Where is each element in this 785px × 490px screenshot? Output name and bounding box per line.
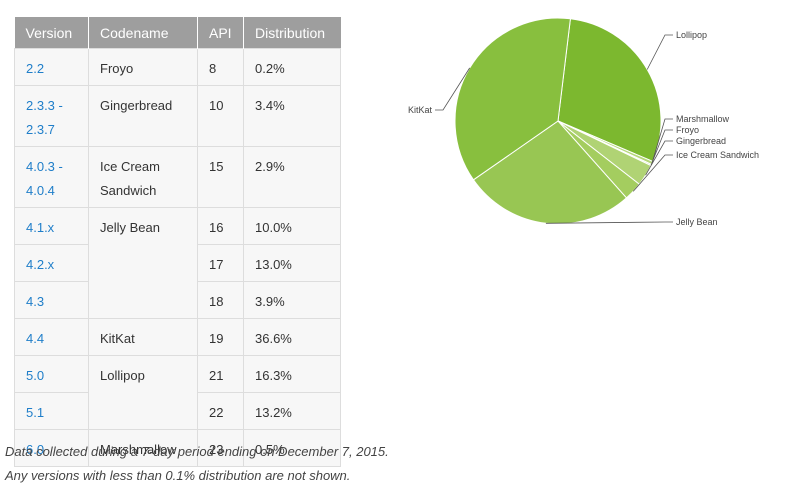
header-distribution: Distribution [243, 17, 341, 49]
pie-leader-line-kitkat [435, 67, 471, 111]
distribution-cell: 2.9% [243, 146, 341, 208]
api-cell: 22 [197, 392, 244, 430]
distribution-cell: 13.2% [243, 392, 341, 430]
api-cell: 21 [197, 355, 244, 393]
distribution-cell: 13.0% [243, 244, 341, 282]
pie-label-marshmallow: Marshmallow [676, 114, 730, 124]
pie-label-gingerbread: Gingerbread [676, 136, 726, 146]
version-link[interactable]: 4.2.x [14, 244, 89, 282]
table-row: 4.2.x 17 13.0% [14, 244, 341, 282]
table-row: 2.2 Froyo 8 0.2% [14, 48, 341, 86]
pie-slice-kitkat [454, 17, 571, 181]
api-cell: 19 [197, 318, 244, 356]
version-link[interactable]: 4.4 [14, 318, 89, 356]
version-link[interactable]: 2.2 [14, 48, 89, 86]
header-api: API [197, 17, 244, 49]
pie-leader-line-marshmallow [651, 118, 673, 164]
table-header-row: Version Codename API Distribution [14, 17, 341, 49]
pie-label-froyo: Froyo [676, 125, 699, 135]
codename-cell: Ice Cream Sandwich [88, 146, 198, 208]
table-row: 6.0 Marshmallow 23 0.5% [14, 429, 341, 467]
version-link[interactable]: 5.0 [14, 355, 89, 393]
pie-leader-line-froyo [650, 129, 673, 166]
api-cell: 15 [197, 146, 244, 208]
table-row: 4.3 18 3.9% [14, 281, 341, 319]
distribution-cell: 3.9% [243, 281, 341, 319]
table-row: 5.1 22 13.2% [14, 392, 341, 430]
distribution-table: Version Codename API Distribution 2.2 Fr… [14, 17, 341, 467]
minimum-distribution-note: Any versions with less than 0.1% distrib… [5, 468, 351, 483]
data-collection-note: Data collected during a 7-day period end… [5, 444, 389, 459]
codename-cell: Froyo [88, 48, 198, 86]
pie-label-jelly-bean: Jelly Bean [676, 217, 718, 227]
codename-cell: Jelly Bean [88, 207, 198, 319]
pie-leader-line-lollipop [646, 34, 673, 70]
table-row: 5.0 Lollipop 21 16.3% [14, 355, 341, 430]
api-cell: 23 [197, 429, 244, 467]
codename-cell: KitKat [88, 318, 198, 356]
api-cell: 18 [197, 281, 244, 319]
pie-slice-lollipop [557, 18, 662, 163]
codename-cell: Gingerbread [88, 85, 198, 147]
table-row: 4.0.3 - 4.0.4 Ice Cream Sandwich 15 2.9% [14, 146, 341, 208]
version-link[interactable]: 2.3.3 - 2.3.7 [14, 85, 89, 147]
distribution-cell: 3.4% [243, 85, 341, 147]
api-cell: 17 [197, 244, 244, 282]
header-codename: Codename [88, 17, 198, 49]
distribution-cell: 0.2% [243, 48, 341, 86]
table-row: 2.3.3 - 2.3.7 Gingerbread 10 3.4% [14, 85, 341, 147]
api-cell: 8 [197, 48, 244, 86]
header-version: Version [14, 17, 89, 49]
version-link[interactable]: 4.1.x [14, 207, 89, 245]
version-link[interactable]: 5.1 [14, 392, 89, 430]
pie-label-ice-cream-sandwich: Ice Cream Sandwich [676, 150, 759, 160]
codename-cell: Marshmallow [88, 429, 198, 467]
version-link[interactable]: 4.3 [14, 281, 89, 319]
api-cell: 10 [197, 85, 244, 147]
pie-leader-line-ice-cream-sandwich [632, 154, 673, 192]
version-link[interactable]: 6.0 [14, 429, 89, 467]
table-row: 4.1.x Jelly Bean 16 10.0% [14, 207, 341, 319]
pie-label-lollipop: Lollipop [676, 30, 707, 40]
pie-leader-line-jelly-bean [545, 221, 673, 224]
distribution-cell: 0.5% [243, 429, 341, 467]
distribution-cell: 36.6% [243, 318, 341, 356]
pie-leader-line-gingerbread [645, 140, 673, 176]
distribution-cell: 10.0% [243, 207, 341, 245]
api-cell: 16 [197, 207, 244, 245]
distribution-cell: 16.3% [243, 355, 341, 393]
codename-cell: Lollipop [88, 355, 198, 430]
pie-label-kitkat: KitKat [408, 105, 433, 115]
table-row: 4.4 KitKat 19 36.6% [14, 318, 341, 356]
version-link[interactable]: 4.0.3 - 4.0.4 [14, 146, 89, 208]
